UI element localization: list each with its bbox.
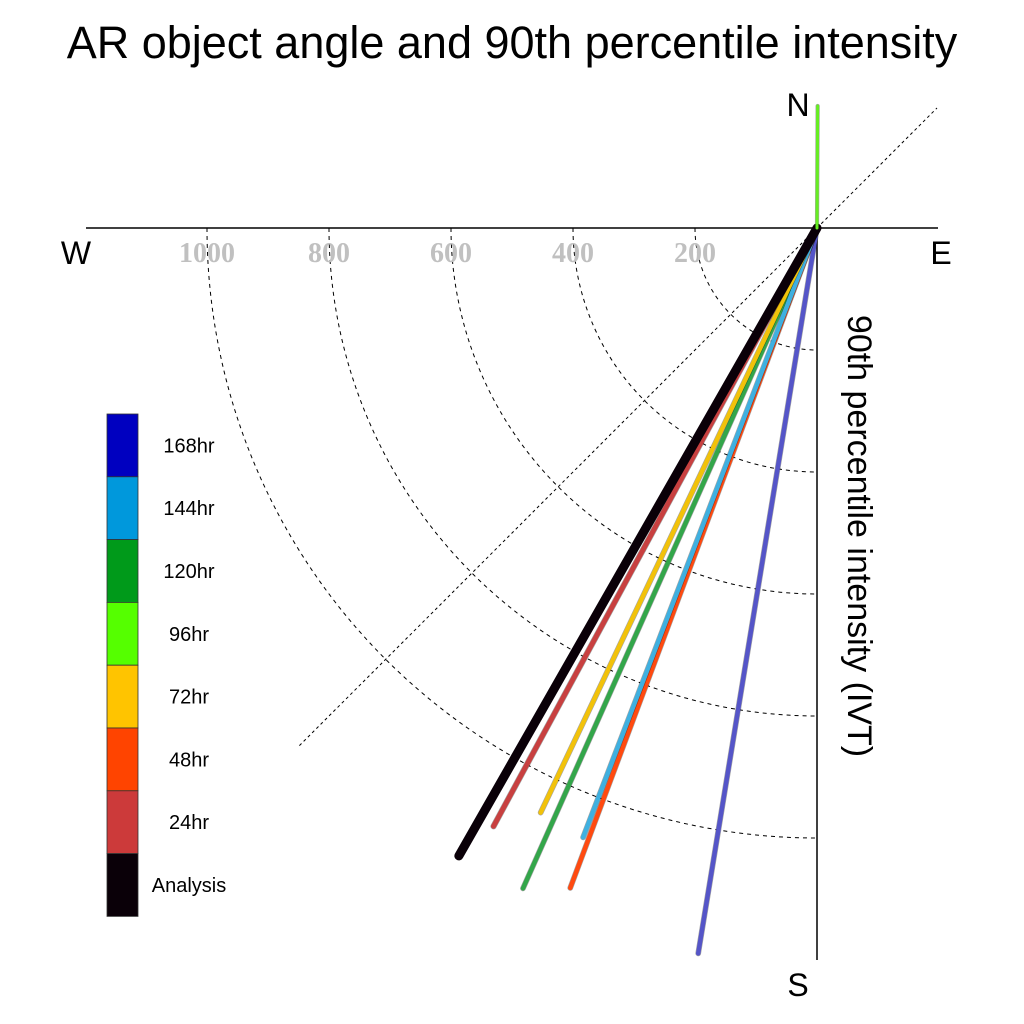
legend-label-144hr: 144hr: [163, 498, 214, 520]
compass-west-label: W: [61, 235, 92, 271]
legend-swatch-48hr: [106, 727, 139, 792]
tick-label-800: 800: [308, 238, 350, 269]
tick-label-1000: 1000: [179, 238, 235, 269]
legend-swatch-144hr: [106, 476, 139, 540]
tick-label-400: 400: [552, 238, 594, 269]
compass-axes: [86, 227, 938, 960]
legend-label-analysis: Analysis: [152, 875, 226, 897]
compass-east-label: E: [930, 235, 951, 271]
series-lines: [454, 103, 822, 957]
series-line-analysis: [454, 223, 822, 861]
grid-arc-800: [328, 227, 818, 717]
series-line-168hr: [695, 225, 820, 956]
legend-label-48hr: 48hr: [169, 749, 209, 771]
y-axis-label: 90th percentile intensity (IVT): [840, 315, 878, 757]
legend-swatch-72hr: [106, 664, 139, 729]
legend-label-168hr: 168hr: [163, 435, 214, 457]
legend: 168hr 144hr 120hr 96hr 72hr 48hr 24hr Analysis: [106, 413, 226, 917]
legend-swatch-96hr: [106, 602, 139, 666]
radial-tick-labels: 200 400 600 800 1000: [179, 238, 716, 269]
legend-swatch-analysis: [106, 853, 139, 917]
compass-labels: N W E S: [61, 87, 952, 1003]
tick-label-200: 200: [674, 238, 716, 269]
legend-swatch-24hr: [106, 790, 139, 854]
series-line-120hr: [520, 225, 820, 891]
tick-label-600: 600: [430, 238, 472, 269]
polar-grid: [206, 107, 938, 839]
legend-label-96hr: 96hr: [169, 624, 209, 646]
grid-arc-600: [450, 227, 818, 595]
legend-label-24hr: 24hr: [169, 812, 209, 834]
grid-arc-200: [694, 227, 818, 351]
diagonal-reference-line: [299, 107, 938, 746]
legend-swatch-168hr: [106, 413, 139, 478]
chart-title: AR object angle and 90th percentile inte…: [67, 17, 958, 68]
series-line-144hr: [580, 225, 820, 840]
legend-label-120hr: 120hr: [163, 561, 214, 583]
compass-south-label: S: [787, 967, 808, 1003]
legend-swatch-120hr: [106, 539, 139, 603]
compass-north-label: N: [786, 87, 809, 123]
legend-label-72hr: 72hr: [169, 687, 209, 709]
series-line-96hr: [815, 104, 820, 230]
grid-arc-1000: [206, 227, 818, 839]
series-line-72hr: [538, 225, 820, 815]
